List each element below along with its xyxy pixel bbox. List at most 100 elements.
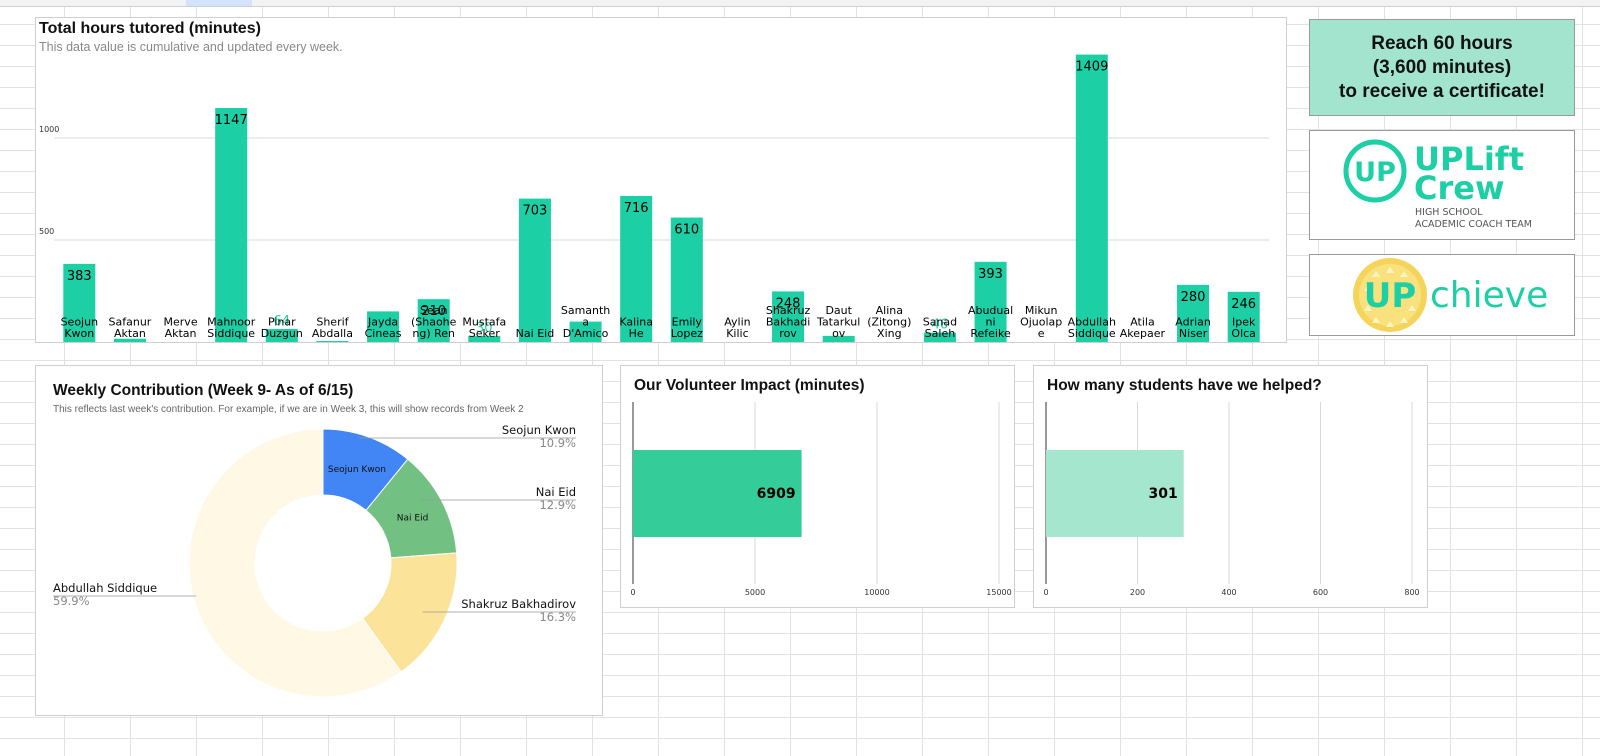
- impact-x-tick-label-5000: 5000: [745, 588, 765, 597]
- category-label-12-1: Lopez: [671, 327, 703, 340]
- donut-callout-pct-2: 16.3%: [539, 610, 576, 624]
- upchieve-logo-triangles: [1364, 267, 1416, 327]
- bar-0: [63, 263, 96, 342]
- total-hours-title: Total hours tutored (minutes): [39, 20, 261, 37]
- bar-value-label-17: 46: [932, 318, 949, 333]
- bar-23: [1227, 291, 1260, 342]
- uplift-logo-circle: [1343, 139, 1407, 203]
- students-helped-plot: 0 200 400 600 800 301: [1043, 402, 1420, 597]
- category-label-15-0: Daut: [825, 304, 852, 317]
- category-label-5-1: Abdalla: [312, 327, 353, 340]
- category-label-0-1: Kwon: [64, 327, 94, 340]
- donut-slice-3: [188, 428, 402, 698]
- category-label-10-0: Samanth: [561, 304, 610, 317]
- category-label-0-0: Seojun: [61, 316, 99, 329]
- category-label-18-1: ni: [986, 316, 996, 329]
- bar-17: [923, 332, 956, 342]
- category-label-20-0: Abdullah: [1068, 316, 1116, 329]
- uplift-logo-graphic: UP UPLift Crew HIGH SCHOOL ACADEMIC COAC…: [1343, 139, 1532, 230]
- bar-value-label-9: 703: [523, 204, 548, 219]
- weekly-contribution-title: Weekly Contribution (Week 9- As of 6/15): [53, 382, 354, 399]
- bar-1: [113, 338, 146, 342]
- bar-15: [822, 335, 855, 342]
- column-header-strip: [0, 0, 1600, 7]
- bar-value-label-20: 1409: [1075, 60, 1108, 75]
- category-label-7-1: (Shaohe: [411, 316, 457, 329]
- uplift-logo-tag-2: ACADEMIC COACH TEAM: [1415, 219, 1532, 230]
- students-x-tick-label-800: 800: [1404, 588, 1419, 597]
- students-x-tick-label-200: 200: [1130, 588, 1145, 597]
- category-label-19-0: Mikun: [1025, 304, 1058, 317]
- category-label-3-1: Siddique: [207, 327, 255, 340]
- category-label-17-1: Saleh: [925, 327, 956, 340]
- total-hours-plot: 5001000383SeojunKwonSafanurAktanMerveAkt…: [39, 54, 1269, 342]
- bar-12: [670, 217, 703, 342]
- category-label-17-0: Sanad: [923, 316, 957, 329]
- category-label-4-1: Duzgun: [261, 327, 303, 340]
- uplift-logo-name-1: UPLift: [1414, 140, 1524, 178]
- certificate-line-3: to receive a certificate!: [1339, 80, 1545, 102]
- category-label-14-0: Shakruz: [766, 304, 811, 317]
- category-label-3-0: Mahnoor: [207, 316, 256, 329]
- volunteer-impact-chart[interactable]: Our Volunteer Impact (minutes) 0 5000 1000…: [620, 365, 1015, 608]
- category-label-15-1: Tatarkul: [816, 316, 860, 329]
- bar-value-label-23: 246: [1231, 297, 1256, 312]
- y-tick-label-500: 500: [39, 227, 54, 236]
- donut-inner-label-0: Seojun Kwon: [328, 465, 386, 475]
- category-label-22-0: Adrian: [1175, 316, 1211, 329]
- impact-x-tick-label-0: 0: [630, 588, 635, 597]
- upchieve-logo-inner: [1359, 264, 1421, 326]
- volunteer-impact-title: Our Volunteer Impact (minutes): [634, 377, 865, 394]
- uplift-crew-logo: UP UPLift Crew HIGH SCHOOL ACADEMIC COAC…: [1309, 130, 1575, 240]
- bar-9: [518, 198, 551, 342]
- bar-value-label-14: 248: [776, 296, 801, 311]
- students-x-tick-label-0: 0: [1043, 588, 1048, 597]
- impact-x-tick-label-15000: 15000: [986, 588, 1011, 597]
- donut-callout-pct-1: 12.9%: [539, 498, 576, 512]
- volunteer-impact-plot: 0 5000 10000 15000 6909: [630, 402, 1012, 597]
- category-label-10-2: D'Amico: [563, 327, 609, 340]
- certificate-line-1: Reach 60 hours: [1371, 32, 1513, 54]
- selected-column-header: [186, 0, 252, 6]
- category-label-23-0: Ipek: [1232, 316, 1256, 329]
- bar-10: [569, 321, 602, 342]
- category-label-11-0: Kalina: [619, 316, 653, 329]
- total-hours-chart[interactable]: Total hours tutored (minutes) This data …: [35, 17, 1287, 343]
- bar-value-label-18: 393: [978, 267, 1003, 282]
- bar-14: [772, 291, 805, 342]
- students-x-tick-label-600: 600: [1313, 588, 1328, 597]
- category-label-13-1: Kilic: [726, 327, 748, 340]
- category-label-8-1: Seker: [469, 327, 500, 340]
- category-label-19-1: Ojuolap: [1020, 316, 1062, 329]
- category-label-18-2: Refeike: [970, 327, 1011, 340]
- uplift-logo-mark: UP: [1354, 157, 1396, 188]
- students-helped-title: How many students have we helped?: [1047, 377, 1322, 394]
- category-label-16-1: (Zitong): [867, 316, 911, 329]
- upchieve-logo-mark: UP: [1364, 276, 1417, 316]
- y-tick-label-1000: 1000: [39, 125, 59, 134]
- impact-x-tick-label-10000: 10000: [864, 588, 889, 597]
- bar-6: [367, 311, 400, 342]
- uplift-logo-name-2: Crew: [1414, 169, 1505, 207]
- bar-value-label-3: 1147: [215, 113, 248, 128]
- donut-callout-name-1: Nai Eid: [536, 485, 576, 499]
- bar-value-label-0: 383: [67, 269, 92, 284]
- weekly-contribution-chart[interactable]: Weekly Contribution (Week 9- As of 6/15)…: [35, 365, 603, 716]
- category-label-21-0: Atila: [1130, 316, 1155, 329]
- category-label-2-1: Aktan: [165, 327, 197, 340]
- uplift-logo-tag-1: HIGH SCHOOL: [1415, 207, 1483, 218]
- upchieve-logo-graphic: UP chieve: [1353, 258, 1548, 332]
- category-label-7-0: Sean: [420, 304, 447, 317]
- category-label-6-0: Jayda: [367, 316, 398, 329]
- category-label-16-2: Xing: [877, 327, 902, 340]
- donut-callout-pct-3: 59.9%: [53, 594, 90, 608]
- weekly-contribution-subtitle: This reflects last week's contribution. …: [53, 404, 524, 415]
- category-label-22-1: Niser: [1179, 327, 1208, 340]
- students-helped-chart[interactable]: How many students have we helped? 0 200 40…: [1033, 365, 1428, 608]
- category-label-5-0: Sherif: [316, 316, 349, 329]
- certificate-banner: Reach 60 hours (3,600 minutes) to receiv…: [1309, 19, 1575, 116]
- upchieve-logo: UP chieve: [1309, 254, 1575, 336]
- bar-5: [316, 340, 349, 342]
- students-bar: [1046, 450, 1184, 537]
